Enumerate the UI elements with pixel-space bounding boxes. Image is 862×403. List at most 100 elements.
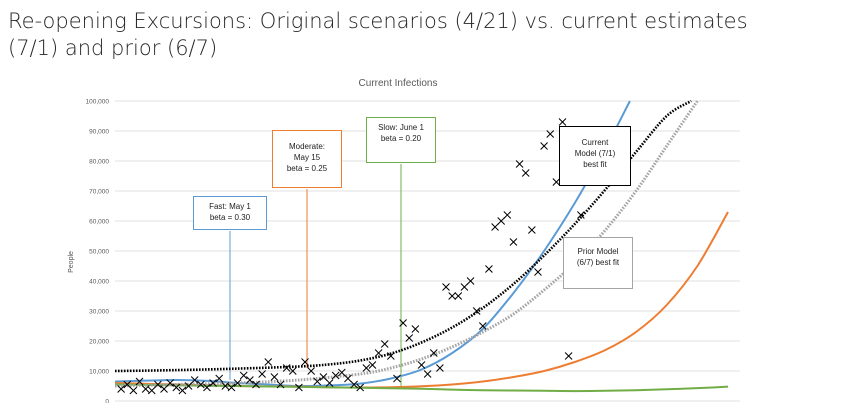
observed-point-stroke: [380, 340, 389, 348]
annotation-current-line1: Current: [581, 138, 609, 147]
annotation-moderate-line3: beta = 0.25: [286, 164, 328, 173]
observed-point-stroke: [534, 268, 542, 276]
observed-point-stroke: [301, 358, 309, 366]
observed-point-stroke: [196, 380, 205, 389]
observed-point: [252, 380, 260, 389]
y-tick-label: 90,000: [89, 129, 109, 136]
annotation-fast-may1: Fast: May 1 beta = 0.30: [193, 196, 267, 230]
y-tick-label: 100,000: [86, 99, 110, 106]
observed-point-stroke: [288, 367, 297, 375]
observed-point-stroke: [313, 377, 322, 386]
observed-point: [215, 374, 224, 383]
observed-point-stroke: [117, 385, 125, 393]
observed-point-stroke: [429, 349, 438, 357]
observed-point-stroke: [521, 169, 530, 177]
observed-point-stroke: [577, 211, 585, 219]
observed-point-stroke: [337, 368, 346, 377]
annotation-fast-line1: Fast: May 1: [209, 202, 251, 211]
observed-point-stroke: [374, 349, 383, 357]
observed-point-stroke: [172, 383, 181, 392]
observed-point: [160, 385, 168, 393]
observed-point: [209, 379, 217, 387]
observed-point-stroke: [129, 386, 138, 395]
observed-point: [460, 283, 469, 291]
observed-point-stroke: [393, 374, 401, 383]
observed-point-stroke: [472, 307, 481, 315]
observed-point-stroke: [478, 322, 487, 330]
observed-point: [295, 383, 303, 392]
observed-point: [356, 383, 365, 392]
observed-point-stroke: [233, 379, 242, 387]
observed-point-stroke: [417, 361, 426, 369]
annotation-current-model: Current Model (7/1) best fit: [559, 126, 631, 186]
observed-point-stroke: [564, 352, 573, 360]
observed-point: [503, 211, 512, 219]
y-tick-label: 60,000: [89, 219, 109, 226]
y-axis-tick-labels: 0 10,000 20,000 30,000 40,000 50,000 60,000 70,…: [86, 99, 110, 403]
observed-point: [264, 358, 273, 366]
observed-point: [527, 226, 536, 234]
observed-point-stroke: [497, 217, 506, 225]
observed-point-stroke: [454, 292, 463, 300]
observed-point: [135, 377, 144, 386]
observed-point: [172, 383, 181, 392]
observed-point: [154, 380, 162, 389]
observed-point: [472, 307, 481, 315]
observed-point: [362, 364, 371, 372]
observed-point-stroke: [546, 130, 555, 138]
chart-title: Current Infections: [359, 78, 438, 89]
observed-point-stroke: [368, 361, 377, 369]
observed-point: [564, 352, 573, 360]
observed-point: [184, 382, 193, 390]
observed-point-stroke: [307, 367, 316, 375]
observed-point-stroke: [503, 211, 512, 219]
observed-point-stroke: [282, 364, 291, 372]
annotation-current-line2: Model (7/1): [574, 149, 616, 158]
observed-point: [246, 376, 254, 384]
y-tick-label: 70,000: [89, 189, 109, 196]
observed-point: [386, 352, 395, 360]
observed-point: [221, 382, 230, 390]
y-tick-label: 80,000: [89, 159, 109, 166]
observed-point-stroke: [135, 377, 144, 386]
observed-point: [534, 268, 542, 276]
observed-point-stroke: [227, 383, 236, 392]
observed-point: [117, 385, 125, 393]
observed-point-stroke: [276, 380, 285, 389]
slide-title-line2: (7/1) and prior (6/7): [8, 36, 218, 60]
annotation-slow-line2: beta = 0.20: [380, 134, 422, 143]
observed-point-stroke: [344, 374, 352, 383]
observed-point: [129, 386, 138, 395]
observed-point: [417, 361, 426, 369]
observed-point: [399, 319, 407, 327]
observed-point-stroke: [221, 382, 230, 390]
observed-point-stroke: [123, 380, 132, 389]
y-tick-label: 40,000: [89, 279, 109, 286]
observed-point: [521, 169, 530, 177]
y-tick-label: 0: [105, 399, 109, 403]
observed-point: [319, 373, 328, 381]
observed-point: [497, 217, 506, 225]
observed-point: [540, 142, 548, 150]
observed-point: [405, 334, 414, 342]
observed-point-stroke: [558, 118, 567, 126]
observed-point: [485, 265, 493, 273]
observed-point-stroke: [147, 386, 156, 395]
observed-point: [509, 238, 518, 246]
observed-point: [337, 368, 346, 377]
observed-point-stroke: [527, 226, 536, 234]
observed-point: [393, 374, 401, 383]
observed-point: [270, 373, 279, 381]
observed-point: [233, 379, 242, 387]
observed-point: [558, 118, 567, 126]
observed-point: [313, 377, 322, 386]
observed-point: [307, 367, 316, 375]
observed-point-stroke: [160, 385, 168, 393]
observed-point-stroke: [362, 364, 371, 372]
annotation-leader-lines: [229, 164, 402, 389]
observed-point-stroke: [141, 385, 150, 393]
annotation-current-line3: best fit: [583, 160, 607, 169]
observed-point-stroke: [460, 283, 469, 291]
annotation-moderate-may15: Moderate: May 15 beta = 0.25: [272, 130, 342, 188]
